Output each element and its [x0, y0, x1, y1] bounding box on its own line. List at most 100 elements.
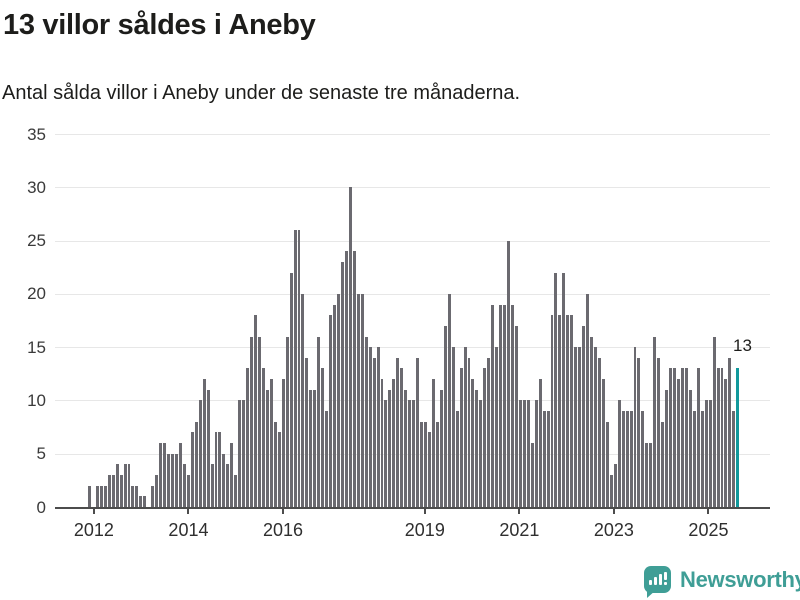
y-tick-label: 35	[27, 124, 46, 144]
bar	[518, 400, 522, 507]
bar	[261, 368, 265, 507]
bar	[143, 496, 147, 507]
bar	[637, 357, 641, 507]
mini-bar-icon	[659, 574, 662, 585]
bar	[645, 443, 649, 507]
bar	[447, 293, 451, 507]
bar	[194, 421, 198, 507]
bar	[546, 411, 550, 507]
bar	[329, 315, 333, 507]
bar	[439, 389, 443, 507]
bar	[301, 293, 305, 507]
bar	[317, 336, 321, 507]
bar	[657, 357, 661, 507]
bar	[471, 379, 475, 507]
x-tick	[423, 509, 426, 514]
bar	[190, 432, 194, 507]
bar	[732, 411, 736, 507]
bar	[392, 379, 396, 507]
bar	[483, 368, 487, 507]
gridline	[55, 134, 770, 135]
bar	[554, 272, 558, 507]
bar	[107, 475, 111, 507]
speech-bubble-tail-icon	[647, 590, 656, 598]
bar	[534, 400, 538, 507]
y-tick-label: 10	[27, 390, 46, 410]
bar	[684, 368, 688, 507]
bar	[487, 357, 491, 507]
bar	[538, 379, 542, 507]
bar	[605, 421, 609, 507]
chart-subtitle: Antal sålda villor i Aneby under de sena…	[2, 82, 521, 104]
bar	[455, 411, 459, 507]
bar	[404, 389, 408, 507]
bar	[305, 357, 309, 507]
bar	[356, 293, 360, 507]
bar	[198, 400, 202, 507]
x-tick-label: 2016	[262, 520, 304, 540]
bar	[621, 411, 625, 507]
bar	[380, 379, 384, 507]
bar	[427, 432, 431, 507]
bar	[522, 400, 526, 507]
bar	[601, 379, 605, 507]
bar	[293, 229, 297, 507]
gridline	[55, 240, 770, 242]
bar	[103, 485, 107, 507]
bar	[364, 336, 368, 507]
bar	[716, 368, 720, 507]
bar	[617, 400, 621, 507]
bar	[242, 400, 246, 507]
bar	[562, 272, 566, 507]
bar	[586, 293, 590, 507]
bar	[550, 315, 554, 507]
bar	[250, 336, 254, 507]
bar	[566, 315, 570, 507]
highlighted-bar	[736, 368, 740, 507]
bar	[174, 453, 178, 507]
bar	[202, 379, 206, 507]
bar	[514, 325, 518, 507]
bar	[277, 432, 281, 507]
bar	[526, 400, 530, 507]
bar	[510, 304, 514, 507]
bar	[597, 357, 601, 507]
bar	[246, 368, 250, 507]
bar	[135, 485, 139, 507]
bar	[700, 411, 704, 507]
y-tick-label: 15	[27, 337, 46, 357]
bar	[388, 389, 392, 507]
bar	[400, 368, 404, 507]
bar	[131, 485, 135, 507]
bars	[88, 134, 740, 507]
x-tick	[707, 509, 710, 514]
x-tick-label: 2014	[168, 520, 209, 540]
bar	[171, 453, 174, 507]
bar	[677, 379, 680, 507]
bar	[218, 432, 222, 507]
gridline	[55, 293, 770, 295]
bar	[451, 347, 455, 507]
bar	[151, 485, 155, 507]
mini-bar-icon	[654, 577, 657, 585]
bar	[609, 475, 613, 507]
y-tick-label: 5	[36, 444, 46, 464]
bar	[463, 347, 467, 507]
bar	[273, 421, 277, 507]
bar	[475, 389, 479, 507]
x-tick	[518, 509, 521, 514]
bar	[653, 336, 657, 507]
y-tick-label: 25	[27, 231, 46, 251]
x-tick	[282, 509, 284, 514]
bar	[309, 389, 313, 507]
bar	[578, 347, 582, 507]
bar	[222, 453, 226, 507]
bar	[479, 400, 483, 507]
bar	[384, 400, 388, 507]
y-tick-label: 30	[27, 177, 46, 197]
bar	[641, 411, 645, 507]
newsworthy-logo-icon	[644, 566, 671, 598]
bar	[257, 336, 261, 507]
bar	[424, 421, 427, 507]
